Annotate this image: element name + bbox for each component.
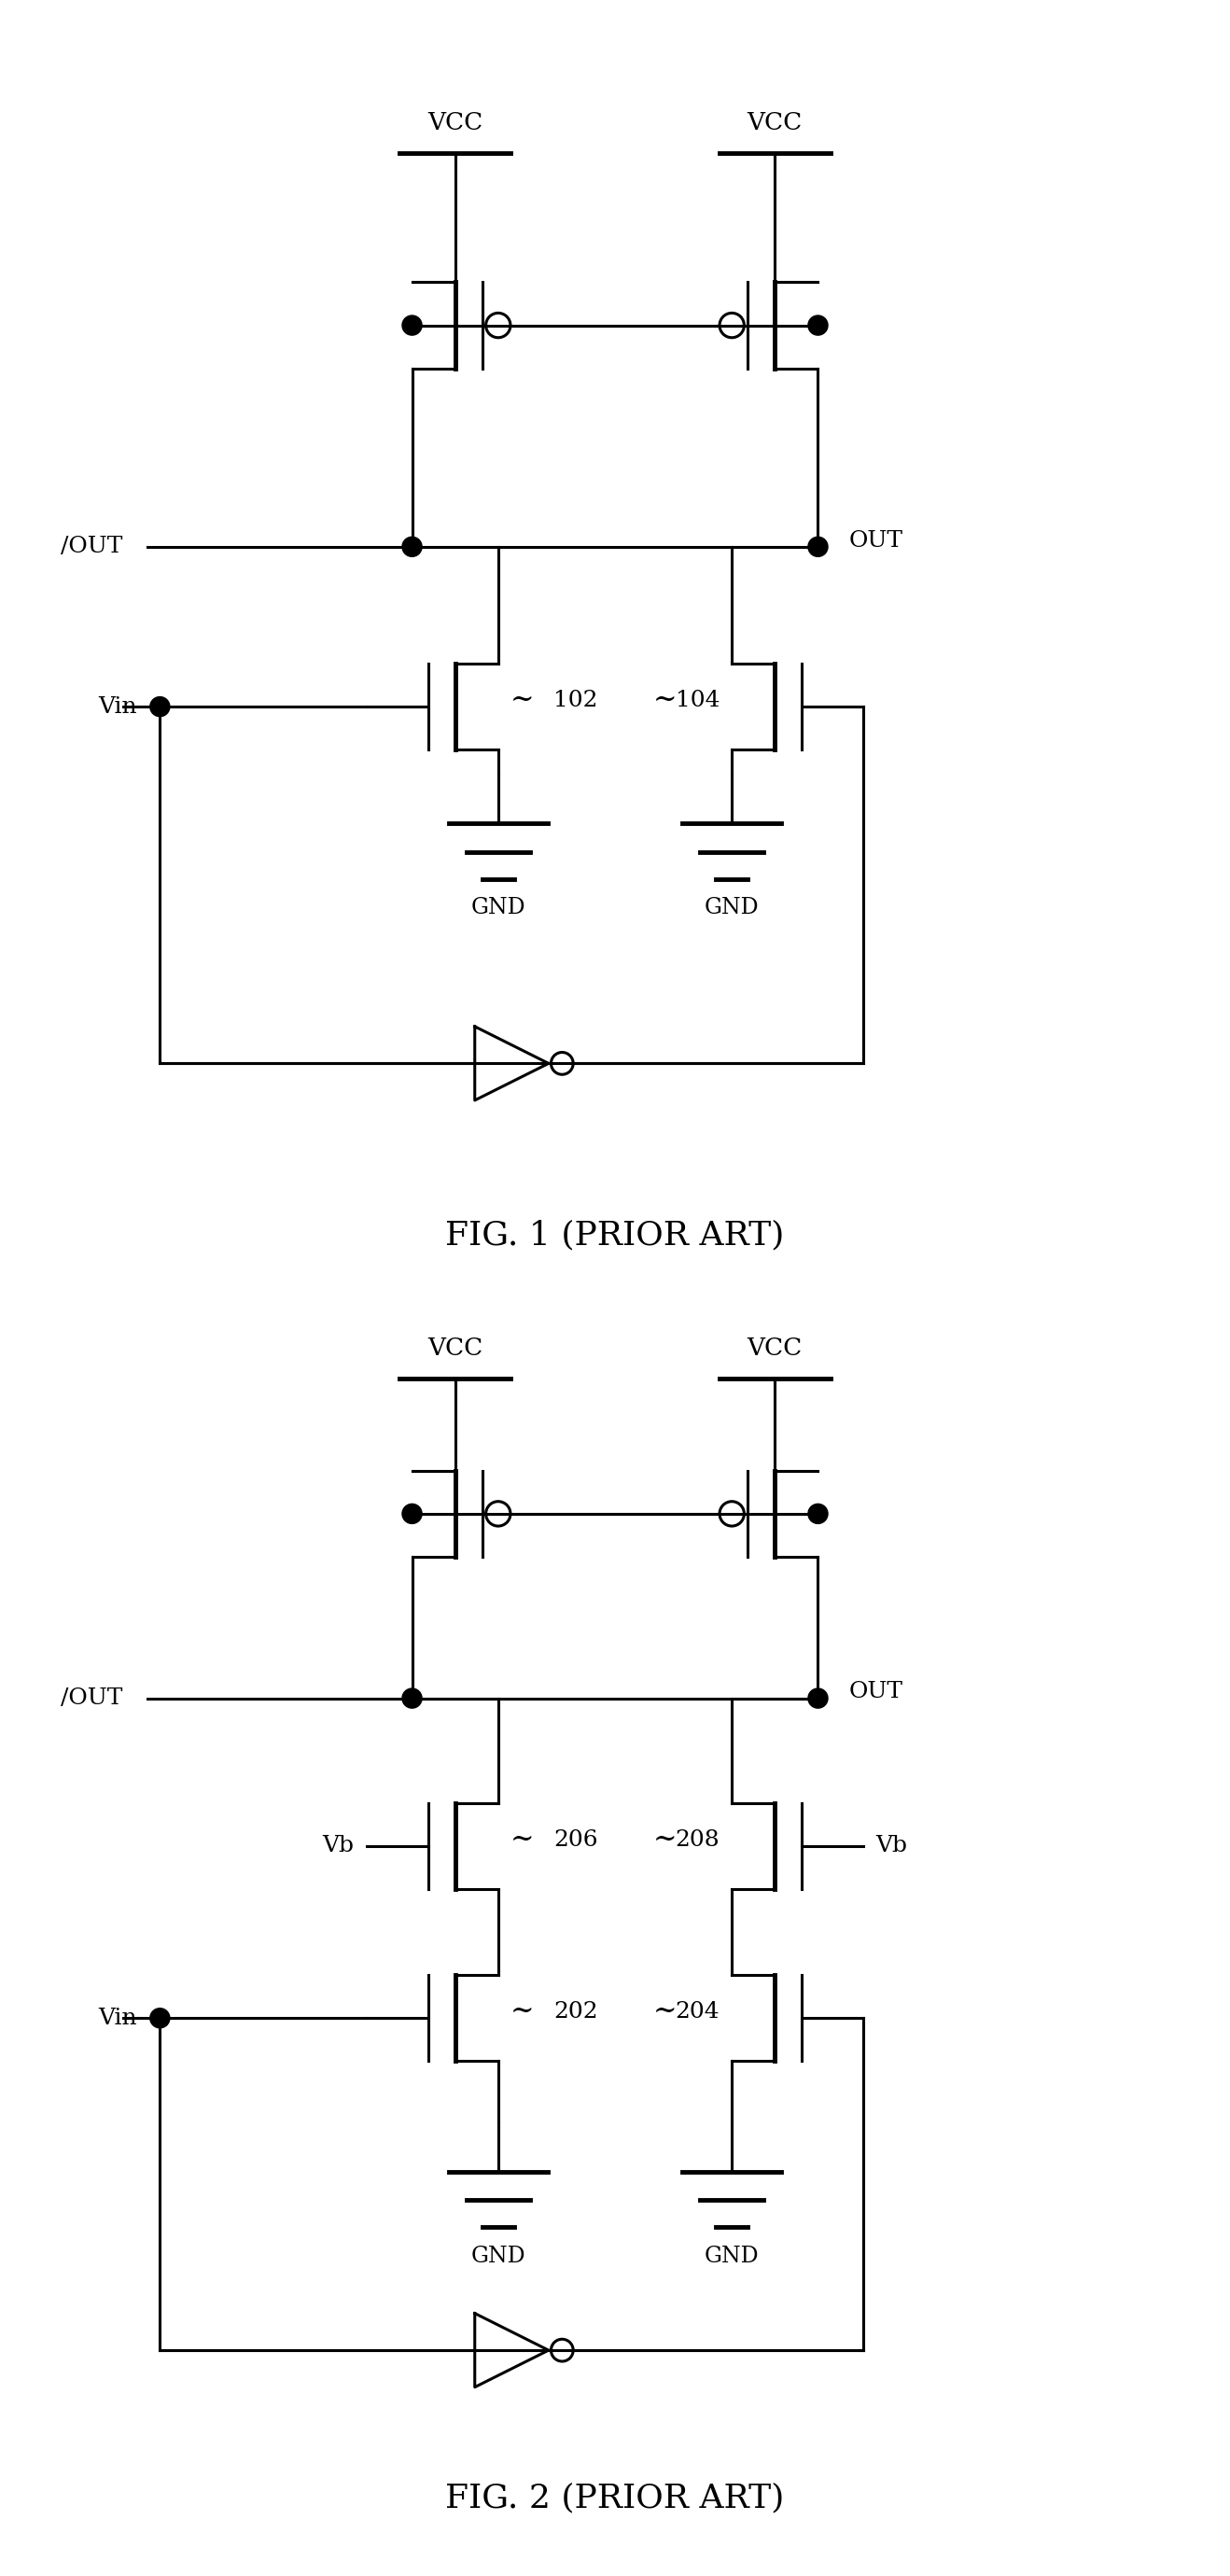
- Circle shape: [402, 536, 422, 556]
- Text: /OUT: /OUT: [62, 536, 123, 556]
- Text: Vin: Vin: [98, 2007, 138, 2030]
- Text: ~: ~: [510, 685, 534, 716]
- Circle shape: [808, 536, 828, 556]
- Text: ~: ~: [510, 1996, 534, 2027]
- Text: GND: GND: [705, 2246, 759, 2267]
- Text: VCC: VCC: [428, 111, 482, 134]
- Text: Vin: Vin: [98, 696, 138, 716]
- Text: ~: ~: [510, 1826, 534, 1855]
- Circle shape: [808, 1504, 828, 1522]
- Text: 208: 208: [675, 1829, 720, 1850]
- Text: GND: GND: [471, 2246, 525, 2267]
- Text: FIG. 2 (PRIOR ART): FIG. 2 (PRIOR ART): [445, 2483, 785, 2514]
- Circle shape: [402, 314, 422, 335]
- Text: 202: 202: [554, 2002, 598, 2022]
- Circle shape: [808, 1687, 828, 1708]
- Text: FIG. 1 (PRIOR ART): FIG. 1 (PRIOR ART): [445, 1221, 785, 1252]
- Circle shape: [150, 698, 170, 716]
- Circle shape: [402, 1504, 422, 1522]
- Text: ~: ~: [653, 1826, 677, 1855]
- Text: OUT: OUT: [849, 531, 903, 551]
- Text: OUT: OUT: [849, 1682, 903, 1703]
- Circle shape: [402, 1687, 422, 1708]
- Text: /OUT: /OUT: [62, 1687, 123, 1708]
- Text: GND: GND: [471, 896, 525, 920]
- Circle shape: [150, 2009, 170, 2027]
- Text: VCC: VCC: [748, 1337, 802, 1360]
- Text: Vb: Vb: [876, 1834, 908, 1857]
- Text: 204: 204: [675, 2002, 720, 2022]
- Text: ~: ~: [653, 1996, 677, 2027]
- Text: 102: 102: [554, 690, 598, 711]
- Text: 104: 104: [675, 690, 720, 711]
- Circle shape: [808, 314, 828, 335]
- Text: ~: ~: [653, 685, 677, 716]
- Text: Vb: Vb: [322, 1834, 354, 1857]
- Text: GND: GND: [705, 896, 759, 920]
- Text: VCC: VCC: [748, 111, 802, 134]
- Text: 206: 206: [554, 1829, 598, 1850]
- Text: VCC: VCC: [428, 1337, 482, 1360]
